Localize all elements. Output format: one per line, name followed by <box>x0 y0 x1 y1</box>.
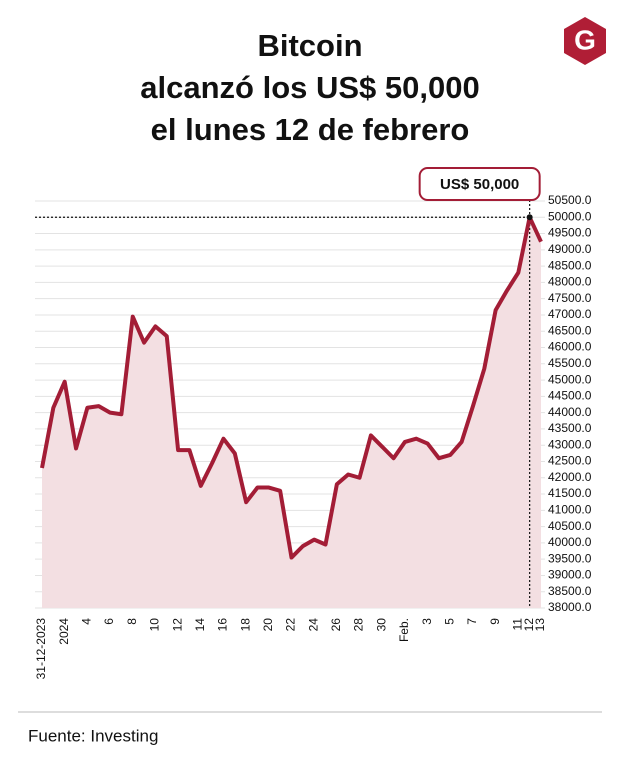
y-tick-label: 45000.0 <box>548 372 592 386</box>
x-tick-label: 9 <box>488 618 502 625</box>
logo-badge <box>564 17 606 65</box>
x-tick-label: 2024 <box>57 618 71 645</box>
x-tick-label: 28 <box>352 618 366 632</box>
y-tick-label: 42000.0 <box>548 470 592 484</box>
y-tick-label: 44500.0 <box>548 389 592 403</box>
y-tick-label: 39500.0 <box>548 551 592 565</box>
y-tick-label: 50000.0 <box>548 209 592 223</box>
x-tick-label: 4 <box>80 618 94 625</box>
y-tick-label: 49000.0 <box>548 242 592 256</box>
x-tick-label: 30 <box>374 618 388 632</box>
x-tick-label: 24 <box>306 618 320 632</box>
x-tick-label: 26 <box>329 618 343 632</box>
annotation-point <box>526 214 533 221</box>
x-tick-label: 31-12-2023 <box>34 618 48 680</box>
y-tick-label: 41500.0 <box>548 486 592 500</box>
x-tick-label: 22 <box>284 618 298 632</box>
y-tick-label: 43500.0 <box>548 421 592 435</box>
x-tick-label: 12 <box>522 618 536 632</box>
x-tick-label: 5 <box>442 618 456 625</box>
y-tick-label: 40000.0 <box>548 535 592 549</box>
x-tick-label: 11 <box>510 618 524 631</box>
x-tick-label: 12 <box>170 618 184 632</box>
x-tick-label: 6 <box>102 618 116 625</box>
x-tick-label: 18 <box>238 618 252 632</box>
x-tick-label: 3 <box>420 618 434 625</box>
y-tick-label: 38000.0 <box>548 600 592 614</box>
y-tick-label: 42500.0 <box>548 454 592 468</box>
y-tick-label: 38500.0 <box>548 584 592 598</box>
line <box>40 215 543 560</box>
area <box>42 217 541 608</box>
y-tick-label: 49500.0 <box>548 226 592 240</box>
chart-title: el lunes 12 de febrero <box>151 112 470 147</box>
x-tick-label: 7 <box>465 618 479 625</box>
y-tick-label: 47500.0 <box>548 291 592 305</box>
x-tick-label: 14 <box>193 618 207 632</box>
annotation-box <box>418 167 541 201</box>
y-tick-label: 50500.0 <box>548 193 592 207</box>
x-tick-label: 20 <box>261 618 275 632</box>
x-tick-label: 10 <box>148 618 162 632</box>
logo-text: G <box>574 24 596 55</box>
x-tick-label: 13 <box>533 618 547 632</box>
y-tick-label: 47000.0 <box>548 307 592 321</box>
y-tick-label: 45500.0 <box>548 356 592 370</box>
y-tick-label: 44000.0 <box>548 405 592 419</box>
x-tick-label: 16 <box>216 618 230 632</box>
annotation-label: US$ 50,000 <box>440 176 519 193</box>
y-tick-label: 48500.0 <box>548 258 592 272</box>
y-tick-label: 41000.0 <box>548 502 592 516</box>
x-tick-label: 8 <box>125 618 139 625</box>
chart-title: Bitcoin <box>257 28 362 63</box>
y-tick-label: 43000.0 <box>548 437 592 451</box>
chart-title: alcanzó los US$ 50,000 <box>140 70 479 105</box>
source: Fuente: Investing <box>28 726 158 745</box>
y-tick-label: 46500.0 <box>548 323 592 337</box>
y-tick-label: 39000.0 <box>548 568 592 582</box>
y-tick-label: 46000.0 <box>548 340 592 354</box>
y-tick-label: 48000.0 <box>548 275 592 289</box>
logo: G <box>564 17 606 65</box>
x-tick-label: Feb. <box>397 618 411 642</box>
y-tick-label: 40500.0 <box>548 519 592 533</box>
